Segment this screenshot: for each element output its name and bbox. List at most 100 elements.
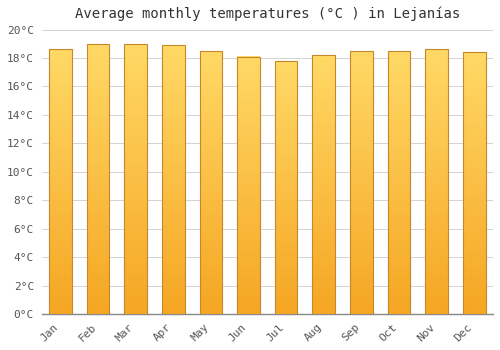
Bar: [124, 297, 147, 301]
Bar: [312, 243, 335, 246]
Bar: [86, 284, 110, 287]
Bar: [49, 251, 72, 254]
Bar: [312, 275, 335, 279]
Bar: [275, 136, 297, 140]
Bar: [49, 66, 72, 69]
Bar: [388, 67, 410, 71]
Bar: [237, 304, 260, 308]
Bar: [237, 105, 260, 108]
Bar: [463, 91, 485, 95]
Bar: [312, 307, 335, 311]
Bar: [237, 224, 260, 227]
Bar: [49, 198, 72, 202]
Bar: [200, 103, 222, 107]
Bar: [49, 82, 72, 86]
Bar: [124, 284, 147, 287]
Bar: [124, 132, 147, 135]
Bar: [86, 267, 110, 270]
Bar: [86, 243, 110, 246]
Bar: [49, 284, 72, 288]
Bar: [312, 149, 335, 152]
Bar: [312, 55, 335, 58]
Bar: [275, 279, 297, 282]
Bar: [237, 285, 260, 288]
Bar: [312, 136, 335, 139]
Bar: [312, 298, 335, 301]
Bar: [124, 277, 147, 280]
Bar: [388, 107, 410, 110]
Bar: [312, 81, 335, 84]
Bar: [200, 205, 222, 209]
Bar: [200, 61, 222, 64]
Bar: [426, 221, 448, 225]
Bar: [162, 146, 184, 149]
Bar: [237, 89, 260, 92]
Bar: [312, 233, 335, 236]
Bar: [200, 225, 222, 229]
Bar: [312, 68, 335, 71]
Bar: [275, 149, 297, 153]
Bar: [426, 307, 448, 311]
Bar: [388, 238, 410, 242]
Bar: [237, 56, 260, 60]
Bar: [200, 182, 222, 186]
Bar: [237, 208, 260, 211]
Bar: [237, 311, 260, 314]
Bar: [388, 186, 410, 189]
Bar: [312, 113, 335, 117]
Bar: [463, 281, 485, 285]
Bar: [237, 172, 260, 176]
Bar: [350, 126, 372, 130]
Bar: [86, 219, 110, 223]
Bar: [237, 72, 260, 76]
Bar: [86, 142, 110, 145]
Bar: [350, 241, 372, 245]
Bar: [463, 275, 485, 278]
Bar: [49, 49, 72, 53]
Bar: [49, 63, 72, 66]
Bar: [350, 284, 372, 288]
Bar: [86, 121, 110, 125]
Bar: [124, 206, 147, 209]
Bar: [237, 63, 260, 66]
Bar: [162, 297, 184, 301]
Bar: [86, 64, 110, 68]
Bar: [86, 246, 110, 250]
Bar: [275, 203, 297, 206]
Bar: [162, 260, 184, 264]
Bar: [86, 118, 110, 121]
Bar: [350, 107, 372, 110]
Bar: [86, 61, 110, 64]
Bar: [49, 49, 72, 314]
Bar: [200, 241, 222, 245]
Bar: [200, 123, 222, 127]
Bar: [463, 114, 485, 118]
Bar: [49, 178, 72, 182]
Bar: [388, 51, 410, 314]
Bar: [275, 121, 297, 124]
Bar: [124, 88, 147, 91]
Bar: [162, 132, 184, 136]
Bar: [275, 197, 297, 200]
Bar: [275, 165, 297, 168]
Bar: [49, 145, 72, 149]
Bar: [49, 228, 72, 231]
Bar: [388, 268, 410, 271]
Bar: [388, 123, 410, 127]
Bar: [237, 262, 260, 266]
Bar: [426, 284, 448, 288]
Bar: [124, 54, 147, 57]
Bar: [350, 54, 372, 57]
Bar: [463, 176, 485, 180]
Bar: [124, 172, 147, 175]
Bar: [426, 112, 448, 116]
Bar: [426, 63, 448, 66]
Bar: [49, 56, 72, 60]
Bar: [350, 301, 372, 304]
Bar: [162, 264, 184, 267]
Bar: [200, 93, 222, 97]
Bar: [162, 173, 184, 176]
Bar: [124, 44, 147, 47]
Bar: [426, 188, 448, 192]
Bar: [463, 206, 485, 209]
